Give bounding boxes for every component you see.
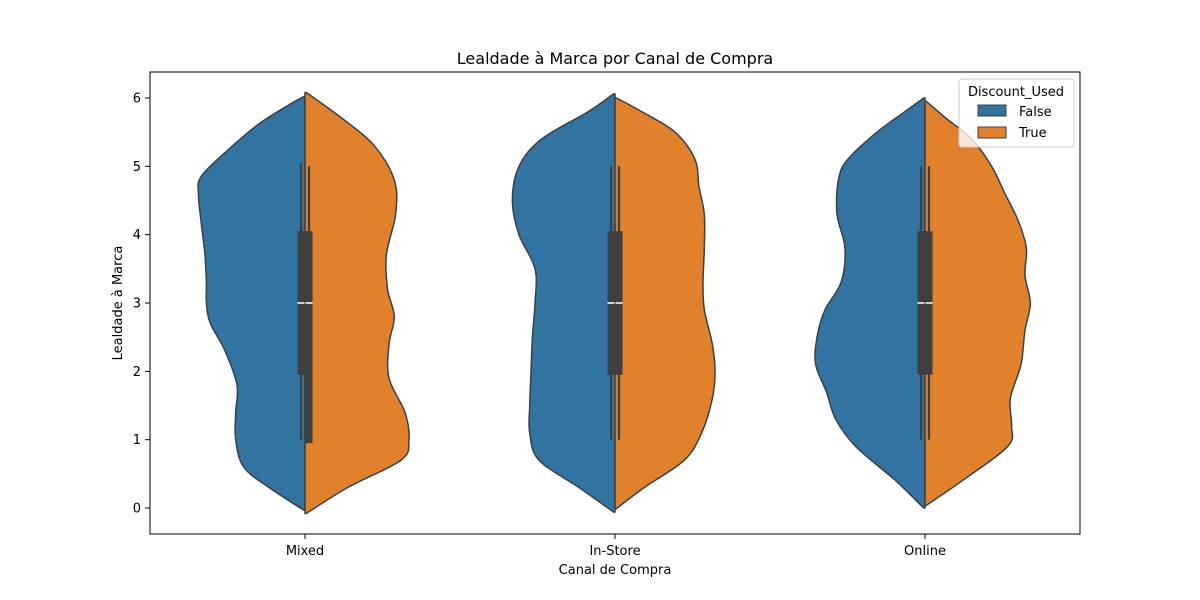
x-axis-label: Canal de Compra [559,563,672,578]
legend-swatch-false [977,104,1007,117]
y-tick-label: 4 [133,228,141,243]
x-tick-label: Mixed [286,544,324,559]
x-tick-label: Online [904,544,946,559]
violin-in-store-false [511,93,616,513]
y-tick-label: 2 [133,365,141,380]
violin-online-true [924,100,1032,507]
legend-swatch-true [977,126,1007,139]
violin-in-store-true [614,97,716,510]
y-tick-label: 0 [133,502,141,517]
legend-label-false: False [1019,105,1052,120]
y-axis-label: Lealdade à Marca [111,246,126,361]
box-layer [297,162,933,444]
y-tick-label: 1 [133,433,141,448]
box-mixed-true [305,231,313,444]
violin-layer [197,91,1032,515]
violin-mixed-true [304,91,410,515]
y-tick-label: 3 [133,297,141,312]
x-axis: Mixed In-Store Online [286,534,946,559]
x-tick-label: In-Store [589,544,640,559]
y-tick-label: 6 [133,91,141,106]
y-axis: 0 1 2 3 4 5 6 [133,91,150,517]
legend: Discount_Used False True [958,78,1075,148]
chart-title: Lealdade à Marca por Canal de Compra [457,49,773,68]
violin-mixed-false [197,95,306,511]
violin-online-false [814,97,926,509]
legend-title: Discount_Used [968,85,1064,100]
legend-label-true: True [1018,126,1047,141]
y-tick-label: 5 [133,160,141,175]
